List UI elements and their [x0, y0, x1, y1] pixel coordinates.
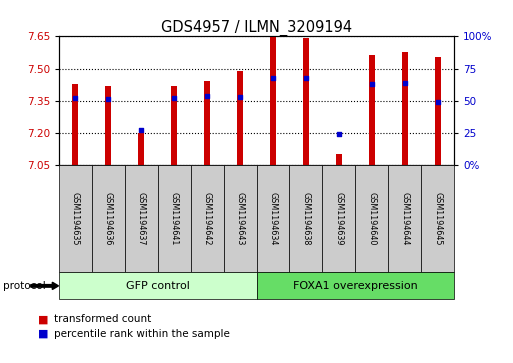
Bar — [336, 154, 342, 165]
Text: percentile rank within the sample: percentile rank within the sample — [54, 329, 230, 339]
Bar — [435, 57, 441, 165]
Point — [401, 80, 409, 86]
Text: transformed count: transformed count — [54, 314, 151, 325]
Point — [203, 93, 211, 98]
Text: GSM1194636: GSM1194636 — [104, 192, 113, 245]
Bar — [105, 86, 111, 165]
Point — [368, 81, 376, 87]
Text: ■: ■ — [38, 329, 49, 339]
Bar — [237, 71, 243, 165]
Text: protocol: protocol — [3, 281, 45, 291]
Point — [170, 95, 179, 101]
Bar — [204, 81, 210, 165]
Title: GDS4957 / ILMN_3209194: GDS4957 / ILMN_3209194 — [161, 20, 352, 36]
Bar — [72, 83, 78, 165]
Text: GSM1194645: GSM1194645 — [433, 192, 442, 245]
Point — [302, 75, 310, 81]
Point — [137, 127, 145, 133]
Text: GSM1194640: GSM1194640 — [367, 192, 376, 245]
Text: GSM1194644: GSM1194644 — [400, 192, 409, 245]
Text: GSM1194634: GSM1194634 — [268, 192, 278, 245]
Text: GSM1194637: GSM1194637 — [137, 192, 146, 245]
Text: GSM1194643: GSM1194643 — [235, 192, 245, 245]
Point — [433, 99, 442, 105]
Bar — [270, 37, 276, 165]
Point — [104, 97, 112, 102]
Point — [236, 94, 244, 100]
Text: GSM1194642: GSM1194642 — [203, 192, 212, 245]
Text: GFP control: GFP control — [126, 281, 190, 291]
Point — [71, 95, 80, 101]
Bar — [139, 133, 144, 165]
Point — [334, 131, 343, 137]
Text: GSM1194641: GSM1194641 — [170, 192, 179, 245]
Text: GSM1194635: GSM1194635 — [71, 192, 80, 245]
Bar — [303, 38, 309, 165]
Text: GSM1194638: GSM1194638 — [301, 192, 310, 245]
Bar — [369, 54, 374, 165]
Text: GSM1194639: GSM1194639 — [334, 192, 343, 245]
Bar — [402, 52, 408, 165]
Bar — [171, 86, 177, 165]
Point — [269, 75, 277, 81]
Text: ■: ■ — [38, 314, 49, 325]
Text: FOXA1 overexpression: FOXA1 overexpression — [293, 281, 418, 291]
